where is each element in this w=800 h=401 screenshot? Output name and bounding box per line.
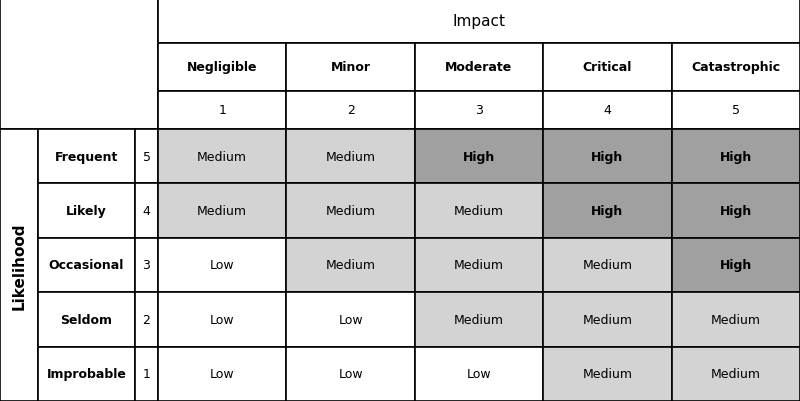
Bar: [158, 238, 286, 292]
Bar: [543, 292, 672, 347]
Bar: [414, 44, 543, 92]
Text: 5: 5: [732, 104, 740, 117]
Text: 5: 5: [142, 150, 150, 163]
Bar: [158, 44, 286, 92]
Bar: [543, 238, 672, 292]
Text: 3: 3: [475, 104, 483, 117]
Text: Likelihood: Likelihood: [11, 222, 26, 309]
Bar: [38, 347, 135, 401]
Bar: [0, 130, 38, 401]
Text: Medium: Medium: [582, 367, 633, 381]
Text: Medium: Medium: [582, 313, 633, 326]
Bar: [543, 184, 672, 238]
Bar: [158, 0, 800, 44]
Bar: [672, 184, 800, 238]
Text: 4: 4: [603, 104, 611, 117]
Bar: [543, 92, 672, 130]
Text: Low: Low: [466, 367, 491, 381]
Bar: [135, 184, 158, 238]
Text: Medium: Medium: [454, 313, 504, 326]
Bar: [672, 130, 800, 184]
Bar: [286, 44, 414, 92]
Text: 1: 1: [218, 104, 226, 117]
Bar: [135, 130, 158, 184]
Bar: [135, 347, 158, 401]
Text: Critical: Critical: [582, 61, 632, 74]
Text: High: High: [463, 150, 495, 163]
Bar: [414, 130, 543, 184]
Text: Seldom: Seldom: [61, 313, 113, 326]
Text: Low: Low: [338, 313, 363, 326]
Text: Occasional: Occasional: [49, 259, 124, 272]
Text: 2: 2: [142, 313, 150, 326]
Bar: [672, 44, 800, 92]
Text: Medium: Medium: [711, 313, 761, 326]
Bar: [286, 347, 414, 401]
Bar: [414, 238, 543, 292]
Text: Low: Low: [338, 367, 363, 381]
Text: 2: 2: [346, 104, 354, 117]
Text: Medium: Medium: [454, 259, 504, 272]
Bar: [38, 238, 135, 292]
Text: Frequent: Frequent: [55, 150, 118, 163]
Bar: [135, 292, 158, 347]
Text: Likely: Likely: [66, 205, 107, 218]
Text: Improbable: Improbable: [46, 367, 126, 381]
Bar: [286, 238, 414, 292]
Text: 3: 3: [142, 259, 150, 272]
Bar: [414, 292, 543, 347]
Text: 1: 1: [142, 367, 150, 381]
Text: Low: Low: [210, 367, 234, 381]
Text: Medium: Medium: [197, 205, 247, 218]
Bar: [543, 347, 672, 401]
Text: Medium: Medium: [711, 367, 761, 381]
Bar: [286, 292, 414, 347]
Bar: [672, 238, 800, 292]
Bar: [286, 130, 414, 184]
Bar: [286, 92, 414, 130]
Text: Catastrophic: Catastrophic: [691, 61, 780, 74]
Bar: [158, 347, 286, 401]
Bar: [158, 184, 286, 238]
Text: High: High: [720, 205, 752, 218]
Text: Medium: Medium: [454, 205, 504, 218]
Bar: [286, 184, 414, 238]
Text: High: High: [720, 150, 752, 163]
Bar: [543, 44, 672, 92]
Bar: [672, 92, 800, 130]
Text: Low: Low: [210, 313, 234, 326]
Text: 4: 4: [142, 205, 150, 218]
Bar: [543, 130, 672, 184]
Text: Low: Low: [210, 259, 234, 272]
Text: Moderate: Moderate: [446, 61, 513, 74]
Text: Minor: Minor: [330, 61, 370, 74]
Bar: [158, 130, 286, 184]
Text: High: High: [720, 259, 752, 272]
Text: Negligible: Negligible: [187, 61, 258, 74]
Text: High: High: [591, 205, 623, 218]
Bar: [414, 184, 543, 238]
Text: Medium: Medium: [197, 150, 247, 163]
Bar: [158, 292, 286, 347]
Bar: [38, 184, 135, 238]
Text: Impact: Impact: [453, 14, 506, 29]
Text: Medium: Medium: [326, 205, 376, 218]
Text: Medium: Medium: [582, 259, 633, 272]
Text: High: High: [591, 150, 623, 163]
Bar: [414, 92, 543, 130]
Bar: [0, 0, 158, 130]
Bar: [158, 92, 286, 130]
Bar: [135, 238, 158, 292]
Bar: [414, 347, 543, 401]
Bar: [672, 347, 800, 401]
Bar: [38, 130, 135, 184]
Text: Medium: Medium: [326, 150, 376, 163]
Text: Medium: Medium: [326, 259, 376, 272]
Bar: [672, 292, 800, 347]
Bar: [38, 292, 135, 347]
